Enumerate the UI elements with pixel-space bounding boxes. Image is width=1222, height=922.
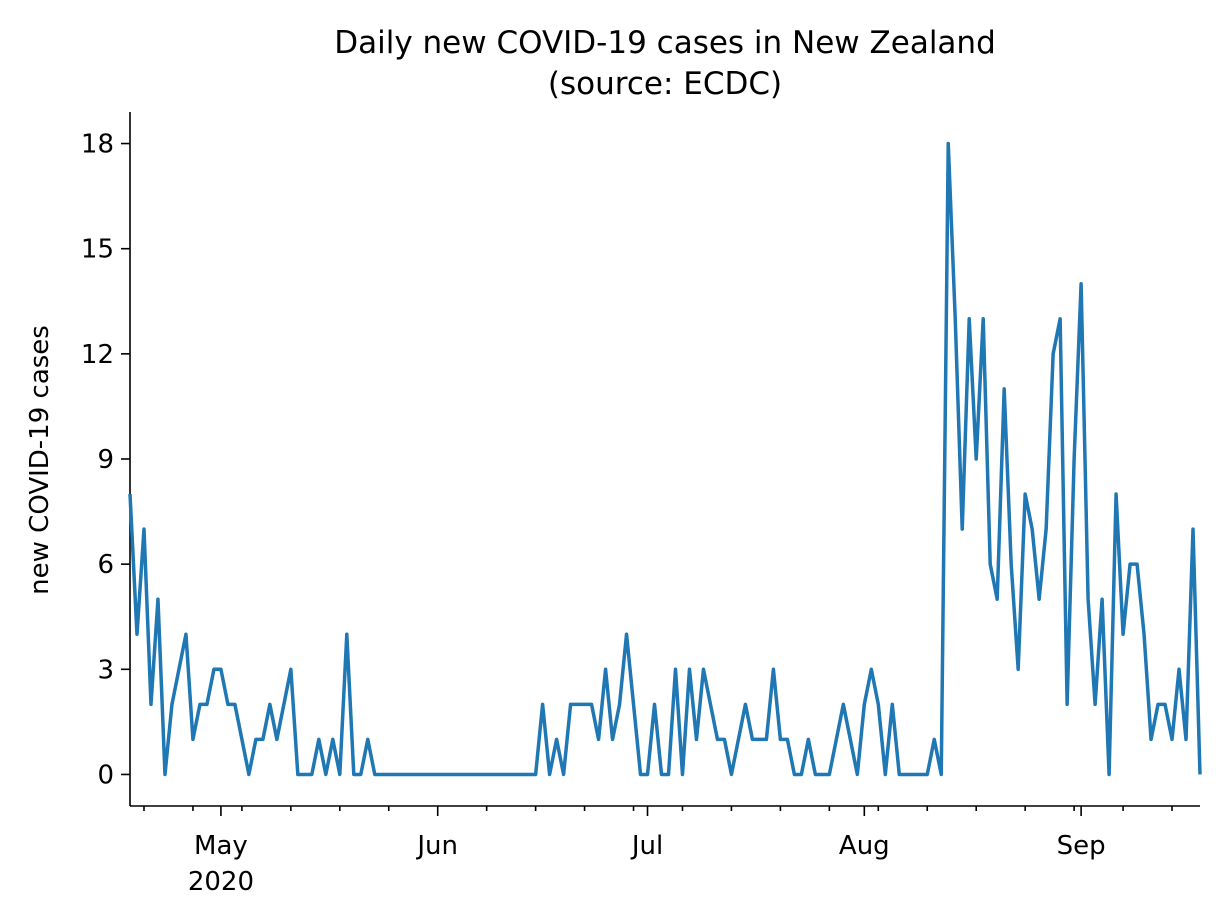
x-axis-ticks: May 2020 Jun Jul Aug Sep	[143, 806, 1173, 897]
y-tick-label-9: 9	[97, 445, 114, 475]
x-tick-label-jul: Jul	[630, 831, 663, 861]
chart-subtitle: (source: ECDC)	[548, 66, 782, 102]
x-tick-label-aug: Aug	[839, 831, 890, 861]
y-tick-label-0: 0	[97, 760, 114, 790]
y-tick-label-18: 18	[81, 130, 114, 160]
y-tick-label-3: 3	[97, 655, 114, 685]
y-axis-label: new COVID-19 cases	[25, 325, 55, 595]
x-tick-label-sep: Sep	[1057, 831, 1106, 861]
y-axis-ticks: 0 3 6 9 12 15 18	[81, 130, 130, 790]
y-tick-label-12: 12	[81, 340, 114, 370]
x-tick-label-jun: Jun	[415, 831, 458, 861]
x-tick-label-may: May	[194, 831, 248, 861]
y-tick-label-6: 6	[97, 550, 114, 580]
x-tick-sublabel-year: 2020	[188, 867, 254, 897]
series-line-new-cases	[128, 141, 1202, 777]
chart-title: Daily new COVID-19 cases in New Zealand	[334, 25, 996, 61]
y-tick-label-15: 15	[81, 235, 114, 265]
